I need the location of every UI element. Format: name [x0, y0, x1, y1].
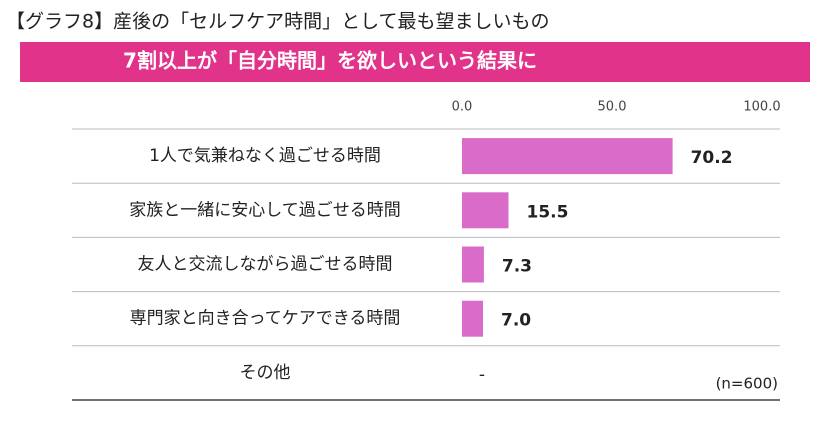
x-tick-label: 100.0: [743, 100, 780, 115]
bar: [462, 300, 483, 337]
chart-subtitle: 7割以上が「自分時間」を欲しいという結果に: [123, 49, 537, 73]
bar: [462, 138, 673, 175]
value-label: 15.5: [527, 202, 569, 222]
subtitle-banner: [20, 42, 810, 82]
value-label: 7.0: [501, 311, 531, 331]
category-label: 1人で気兼ねなく過ごせる時間: [149, 146, 381, 166]
x-tick-label: 0.0: [452, 100, 473, 115]
bar: [462, 246, 484, 283]
chart-title: 【グラフ8】産後の「セルフケア時間」として最も望ましいもの: [6, 11, 550, 33]
category-label: その他: [240, 363, 291, 383]
category-label: 家族と一緒に安心して過ごせる時間: [129, 200, 401, 220]
value-label: 70.2: [691, 148, 733, 168]
category-label: 友人と交流しながら過ごせる時間: [138, 255, 393, 275]
x-tick-label: 50.0: [598, 100, 627, 115]
value-label: -: [479, 365, 485, 385]
bar: [462, 192, 509, 229]
value-label: 7.3: [502, 257, 532, 277]
note: (n=600): [716, 375, 778, 393]
category-label: 専門家と向き合ってケアできる時間: [130, 309, 401, 329]
